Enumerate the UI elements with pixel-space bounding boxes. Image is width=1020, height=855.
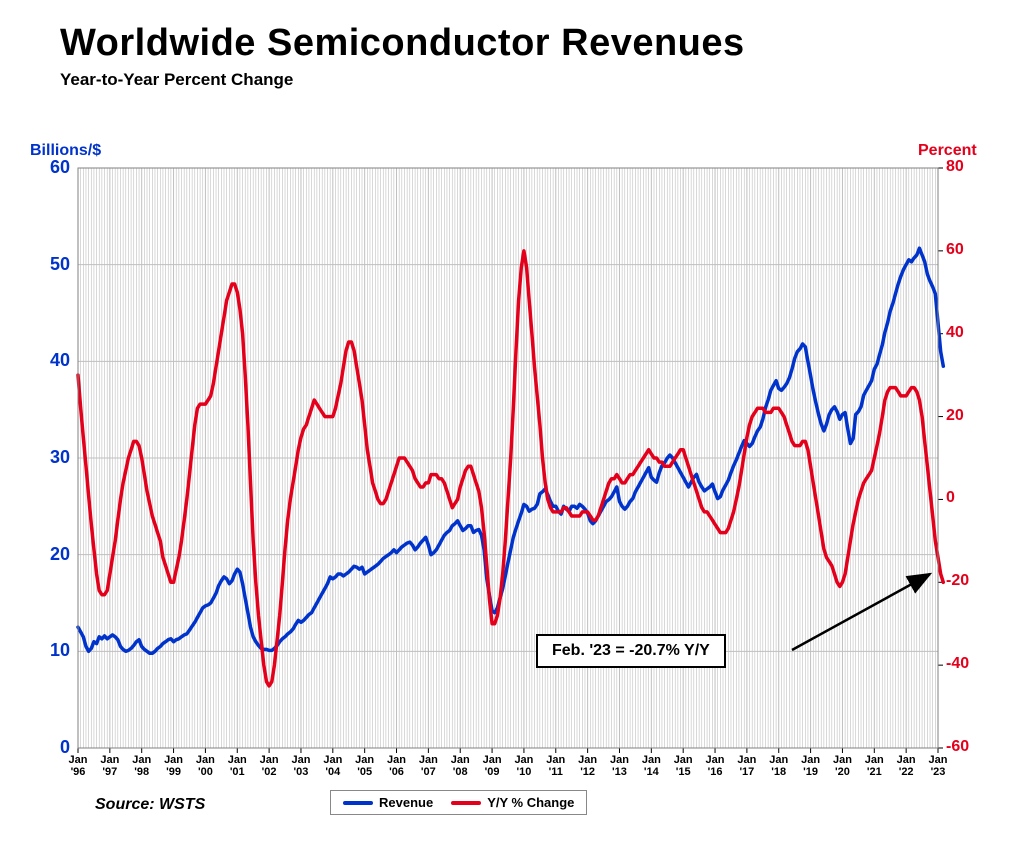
x-tick: Jan '16 <box>706 754 725 778</box>
y-tick-left: 40 <box>30 350 70 371</box>
legend-label-yoy: Y/Y % Change <box>487 795 574 810</box>
x-tick: Jan '18 <box>769 754 788 778</box>
legend-item-revenue: Revenue <box>343 795 433 810</box>
chart-svg <box>0 0 1020 855</box>
x-tick: Jan '00 <box>196 754 215 778</box>
x-tick: Jan '08 <box>451 754 470 778</box>
x-tick: Jan '07 <box>419 754 438 778</box>
x-tick: Jan '05 <box>355 754 374 778</box>
x-tick: Jan '12 <box>578 754 597 778</box>
x-tick: Jan '98 <box>132 754 151 778</box>
x-tick: Jan '06 <box>387 754 406 778</box>
y-tick-right: 60 <box>946 241 996 259</box>
legend-swatch-yoy <box>451 801 481 805</box>
x-tick: Jan '17 <box>737 754 756 778</box>
legend-item-yoy: Y/Y % Change <box>451 795 574 810</box>
x-tick: Jan '15 <box>674 754 693 778</box>
x-tick: Jan '04 <box>323 754 342 778</box>
y-tick-left: 30 <box>30 447 70 468</box>
y-tick-right: 40 <box>946 324 996 342</box>
y-tick-left: 60 <box>30 157 70 178</box>
y-tick-right: 80 <box>946 158 996 176</box>
y-tick-left: 50 <box>30 254 70 275</box>
x-tick: Jan '99 <box>164 754 183 778</box>
x-tick: Jan '03 <box>291 754 310 778</box>
legend: Revenue Y/Y % Change <box>330 790 587 815</box>
x-tick: Jan '02 <box>260 754 279 778</box>
x-tick: Jan '19 <box>801 754 820 778</box>
y-tick-right: -60 <box>946 738 996 756</box>
x-tick: Jan '10 <box>514 754 533 778</box>
x-tick: Jan '22 <box>897 754 916 778</box>
x-tick: Jan '20 <box>833 754 852 778</box>
source-label: Source: WSTS <box>95 796 205 814</box>
chart-container: { "title": "Worldwide Semiconductor Reve… <box>0 0 1020 855</box>
y-tick-left: 0 <box>30 737 70 758</box>
x-tick: Jan '14 <box>642 754 661 778</box>
y-tick-right: -20 <box>946 572 996 590</box>
y-tick-left: 20 <box>30 544 70 565</box>
x-tick: Jan '23 <box>929 754 948 778</box>
legend-swatch-revenue <box>343 801 373 805</box>
x-tick: Jan '96 <box>69 754 88 778</box>
annotation-box: Feb. '23 = -20.7% Y/Y <box>536 634 726 668</box>
x-tick: Jan '13 <box>610 754 629 778</box>
legend-label-revenue: Revenue <box>379 795 433 810</box>
y-tick-right: 0 <box>946 489 996 507</box>
x-tick: Jan '11 <box>546 754 565 778</box>
y-tick-right: 20 <box>946 407 996 425</box>
y-tick-left: 10 <box>30 640 70 661</box>
x-tick: Jan '97 <box>100 754 119 778</box>
x-tick: Jan '01 <box>228 754 247 778</box>
y-tick-right: -40 <box>946 655 996 673</box>
x-tick: Jan '21 <box>865 754 884 778</box>
x-tick: Jan '09 <box>483 754 502 778</box>
